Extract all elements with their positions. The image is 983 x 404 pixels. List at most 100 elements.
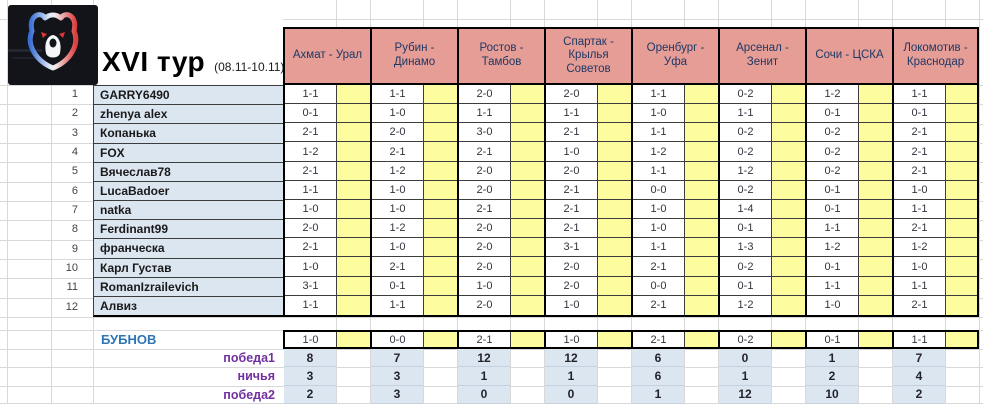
prediction-cell[interactable]: 2-1: [546, 199, 598, 220]
result-cell[interactable]: [859, 295, 892, 315]
prediction-cell[interactable]: 2-1: [894, 295, 946, 315]
result-cell[interactable]: [598, 161, 631, 181]
result-cell[interactable]: [946, 276, 977, 296]
prediction-cell[interactable]: 1-2: [285, 142, 337, 162]
result-cell[interactable]: [424, 276, 457, 296]
prediction-cell[interactable]: 1-1: [894, 199, 946, 220]
prediction-cell[interactable]: 0-0: [633, 276, 685, 296]
result-cell[interactable]: [946, 295, 977, 315]
summary-label[interactable]: победа2: [223, 387, 275, 402]
prediction-cell[interactable]: 1-2: [720, 295, 772, 315]
summary-value[interactable]: 3: [371, 367, 423, 386]
result-cell[interactable]: [772, 161, 805, 181]
prediction-cell[interactable]: 0-2: [720, 257, 772, 277]
prediction-cell[interactable]: 1-0: [285, 199, 337, 220]
result-cell[interactable]: [598, 85, 631, 105]
prediction-cell[interactable]: 1-1: [285, 295, 337, 315]
result-cell[interactable]: [946, 161, 977, 181]
result-cell[interactable]: [859, 142, 892, 162]
prediction-cell[interactable]: 1-0: [372, 180, 424, 200]
summary-value[interactable]: 0: [719, 349, 771, 368]
prediction-cell[interactable]: 2-1: [633, 295, 685, 315]
row-number[interactable]: 8: [71, 223, 78, 236]
result-cell[interactable]: [598, 238, 631, 258]
prediction-cell[interactable]: 2-1: [285, 238, 337, 258]
result-cell[interactable]: [859, 85, 892, 105]
prediction-cell[interactable]: 1-1: [372, 85, 424, 105]
result-cell[interactable]: [511, 199, 544, 220]
expert-result-cell[interactable]: [511, 332, 544, 347]
result-cell[interactable]: [772, 257, 805, 277]
prediction-cell[interactable]: 2-1: [459, 142, 511, 162]
summary-value[interactable]: 6: [632, 367, 684, 386]
result-cell[interactable]: [685, 142, 718, 162]
player-name[interactable]: GARRY6490: [94, 86, 283, 106]
result-cell[interactable]: [598, 142, 631, 162]
expert-prediction-cell[interactable]: 0-0: [372, 332, 424, 347]
summary-value[interactable]: 1: [719, 367, 771, 386]
prediction-cell[interactable]: 1-0: [546, 295, 598, 315]
prediction-cell[interactable]: 1-1: [372, 295, 424, 315]
prediction-cell[interactable]: 1-0: [633, 199, 685, 220]
result-cell[interactable]: [859, 123, 892, 143]
result-cell[interactable]: [685, 219, 718, 239]
prediction-cell[interactable]: 1-1: [459, 104, 511, 124]
expert-prediction-cell[interactable]: 0-1: [807, 332, 859, 347]
result-cell[interactable]: [511, 276, 544, 296]
player-name[interactable]: zhenya alex: [94, 105, 283, 125]
prediction-cell[interactable]: 0-1: [894, 104, 946, 124]
row-number[interactable]: 1: [71, 88, 78, 100]
prediction-cell[interactable]: 1-1: [633, 123, 685, 143]
result-cell[interactable]: [511, 219, 544, 239]
prediction-cell[interactable]: 3-1: [285, 276, 337, 296]
result-cell[interactable]: [772, 219, 805, 239]
prediction-cell[interactable]: 1-0: [372, 104, 424, 124]
prediction-cell[interactable]: 0-1: [285, 104, 337, 124]
result-cell[interactable]: [772, 276, 805, 296]
result-cell[interactable]: [859, 199, 892, 220]
prediction-cell[interactable]: 1-4: [720, 199, 772, 220]
expert-result-cell[interactable]: [685, 332, 718, 347]
result-cell[interactable]: [424, 199, 457, 220]
result-cell[interactable]: [337, 238, 370, 258]
player-name[interactable]: Ferdinant99: [94, 220, 283, 240]
result-cell[interactable]: [424, 257, 457, 277]
result-cell[interactable]: [424, 104, 457, 124]
result-cell[interactable]: [598, 257, 631, 277]
prediction-cell[interactable]: 1-0: [372, 238, 424, 258]
summary-value[interactable]: 0: [545, 385, 597, 404]
result-cell[interactable]: [772, 85, 805, 105]
prediction-cell[interactable]: 2-0: [459, 257, 511, 277]
prediction-cell[interactable]: 2-1: [546, 180, 598, 200]
prediction-cell[interactable]: 0-2: [720, 85, 772, 105]
result-cell[interactable]: [772, 104, 805, 124]
prediction-cell[interactable]: 0-2: [720, 180, 772, 200]
summary-value[interactable]: 4: [893, 367, 945, 386]
summary-value[interactable]: 1: [632, 385, 684, 404]
summary-value[interactable]: 2: [893, 385, 945, 404]
prediction-cell[interactable]: 2-1: [894, 161, 946, 181]
prediction-cell[interactable]: 1-2: [720, 161, 772, 181]
result-cell[interactable]: [511, 295, 544, 315]
result-cell[interactable]: [424, 123, 457, 143]
prediction-cell[interactable]: 2-0: [372, 123, 424, 143]
prediction-cell[interactable]: 2-0: [459, 238, 511, 258]
player-name[interactable]: Карл Густав: [94, 259, 283, 278]
result-cell[interactable]: [946, 219, 977, 239]
summary-value[interactable]: 2: [806, 367, 858, 386]
prediction-cell[interactable]: 2-0: [285, 219, 337, 239]
result-cell[interactable]: [424, 161, 457, 181]
result-cell[interactable]: [946, 180, 977, 200]
prediction-cell[interactable]: 1-0: [285, 257, 337, 277]
result-cell[interactable]: [946, 199, 977, 220]
prediction-cell[interactable]: 0-0: [633, 180, 685, 200]
prediction-cell[interactable]: 1-0: [546, 142, 598, 162]
result-cell[interactable]: [685, 85, 718, 105]
player-name[interactable]: natka: [94, 201, 283, 221]
result-cell[interactable]: [946, 257, 977, 277]
summary-value[interactable]: 12: [719, 385, 771, 404]
prediction-cell[interactable]: 1-2: [894, 238, 946, 258]
prediction-cell[interactable]: 0-1: [807, 257, 859, 277]
prediction-cell[interactable]: 0-1: [720, 219, 772, 239]
result-cell[interactable]: [859, 257, 892, 277]
